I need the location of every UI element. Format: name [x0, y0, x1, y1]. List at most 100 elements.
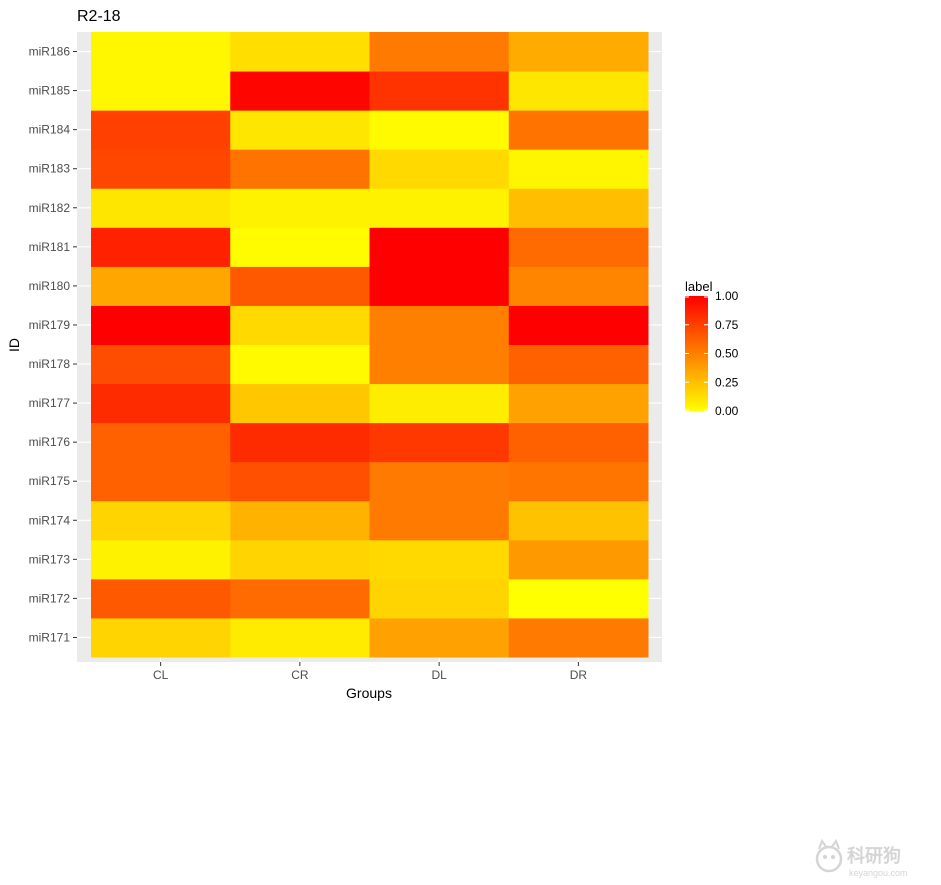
y-tick-label: miR174: [29, 513, 71, 527]
heatmap-cell-miR171-DL: [369, 617, 510, 658]
heatmap-cell-miR177-DR: [508, 383, 649, 424]
heatmap-cell-miR176-DR: [508, 422, 649, 463]
x-axis-ticks: CL CR DL DR: [153, 662, 587, 682]
heatmap-cell-miR186-CR: [230, 32, 370, 72]
y-tick-label: miR177: [29, 396, 71, 410]
heatmap-cell-miR182-DR: [508, 188, 649, 228]
heatmap-cell-miR177-CR: [230, 383, 370, 424]
heatmap-cell-miR179-DR: [508, 305, 649, 345]
heatmap-cell-miR171-CR: [230, 617, 370, 658]
legend: label 0.00 0.25 0.50 0.75 1.00: [685, 279, 739, 418]
heatmap-cell-miR184-CL: [91, 110, 231, 150]
heatmap-cell-miR184-DR: [508, 110, 649, 150]
heatmap-cell-miR175-CR: [230, 461, 370, 502]
y-axis-label: ID: [6, 338, 22, 352]
heatmap-cell-miR181-DL: [369, 227, 510, 267]
heatmap-cell-miR180-CR: [230, 266, 370, 306]
heatmap-cell-miR176-DL: [369, 422, 510, 463]
heatmap-cell-miR183-CR: [230, 149, 370, 189]
heatmap-cell-miR172-DL: [369, 578, 510, 619]
heatmap-cell-miR183-CL: [91, 149, 231, 189]
y-tick-label: miR175: [29, 474, 71, 488]
heatmap-cell-miR185-DL: [369, 71, 510, 111]
heatmap-cell-miR173-DL: [369, 539, 510, 580]
heatmap-cell-miR174-DL: [369, 500, 510, 541]
chart-title: R2-18: [77, 8, 121, 25]
heatmap-cell-miR179-DL: [369, 305, 510, 345]
watermark-text: 科研狗: [847, 845, 901, 866]
heatmap-cell-miR177-DL: [369, 383, 510, 424]
y-tick-label: miR176: [29, 435, 71, 449]
heatmap-cell-miR184-DL: [369, 110, 510, 150]
legend-tick-label: 0.50: [715, 347, 739, 361]
heatmap-cell-miR183-DR: [508, 149, 649, 189]
heatmap-cell-miR175-DL: [369, 461, 510, 502]
legend-ticks: 0.00 0.25 0.50 0.75 1.00: [685, 289, 739, 418]
y-tick-label: miR182: [29, 201, 71, 215]
heatmap-cell-miR179-CL: [91, 305, 231, 345]
x-axis-label: Groups: [346, 685, 392, 701]
y-axis-ticks: miR171 miR172 miR173 miR174 miR175 miR176 miR1…: [29, 45, 77, 644]
heatmap-cell-miR178-CR: [230, 344, 370, 385]
heatmap-cell-miR175-CL: [91, 461, 231, 502]
heatmap-cell-miR180-DR: [508, 266, 649, 306]
legend-tick-label: 1.00: [715, 289, 739, 303]
heatmap-cell-miR172-CL: [91, 578, 231, 619]
y-tick-label: miR173: [29, 552, 71, 566]
y-tick-label: miR185: [29, 84, 71, 98]
heatmap-cell-miR186-DR: [508, 32, 649, 72]
heatmap-cell-miR183-DL: [369, 149, 510, 189]
legend-tick-label: 0.00: [715, 404, 739, 418]
heatmap-cell-miR181-DR: [508, 227, 649, 267]
heatmap-cell-miR182-CR: [230, 188, 370, 228]
heatmap-cell-miR179-CR: [230, 305, 370, 345]
heatmap-cell-miR185-CL: [91, 71, 231, 111]
x-tick-label: CR: [291, 668, 309, 682]
heatmap-cell-miR178-DL: [369, 344, 510, 385]
y-tick-label: miR186: [29, 45, 71, 59]
heatmap-cell-miR181-CL: [91, 227, 231, 267]
heatmap-cell-miR173-DR: [508, 539, 649, 580]
y-tick-label: miR180: [29, 279, 71, 293]
legend-title: label: [685, 279, 713, 294]
heatmap-cell-miR174-DR: [508, 500, 649, 541]
heatmap-cell-miR186-DL: [369, 32, 510, 72]
heatmap-cell-miR184-CR: [230, 110, 370, 150]
heatmap-cell-miR178-DR: [508, 344, 649, 385]
watermark-dog-icon: [815, 838, 843, 873]
y-tick-label: miR171: [29, 630, 71, 644]
heatmap-cell-miR186-CL: [91, 32, 231, 72]
legend-tick-label: 0.75: [715, 318, 739, 332]
y-tick-label: miR181: [29, 240, 71, 254]
heatmap-cell-miR173-CR: [230, 539, 370, 580]
heatmap-cell-miR173-CL: [91, 539, 231, 580]
heatmap-cell-miR174-CR: [230, 500, 370, 541]
heatmap-cell-miR171-DR: [508, 617, 649, 658]
heatmap-cell-miR185-DR: [508, 71, 649, 111]
y-tick-label: miR183: [29, 162, 71, 176]
heatmap-cell-miR181-CR: [230, 227, 370, 267]
heatmap-cell-miR182-CL: [91, 188, 231, 228]
heatmap-cell-miR172-CR: [230, 578, 370, 619]
y-tick-label: miR178: [29, 357, 71, 371]
watermark-subtext: keyangou.com: [849, 868, 908, 878]
y-tick-label: miR179: [29, 318, 71, 332]
y-tick-label: miR184: [29, 123, 71, 137]
legend-tick-label: 0.25: [715, 375, 739, 389]
x-tick-label: DL: [431, 668, 447, 682]
heatmap-cell-miR176-CL: [91, 422, 231, 463]
heatmap-cell-miR180-CL: [91, 266, 231, 306]
heatmap-cell-miR174-CL: [91, 500, 231, 541]
heatmap-cell-miR177-CL: [91, 383, 231, 424]
heatmap-cell-miR180-DL: [369, 266, 510, 306]
heatmap-cell-miR176-CR: [230, 422, 370, 463]
watermark: 科研狗 keyangou.com: [815, 838, 908, 878]
x-tick-label: CL: [153, 668, 169, 682]
heatmap-cell-miR178-CL: [91, 344, 231, 385]
heatmap-cell-miR175-DR: [508, 461, 649, 502]
legend-colorbar: [685, 296, 708, 411]
y-tick-label: miR172: [29, 591, 71, 605]
x-tick-label: DR: [570, 668, 588, 682]
heatmap-cells: [91, 32, 649, 658]
